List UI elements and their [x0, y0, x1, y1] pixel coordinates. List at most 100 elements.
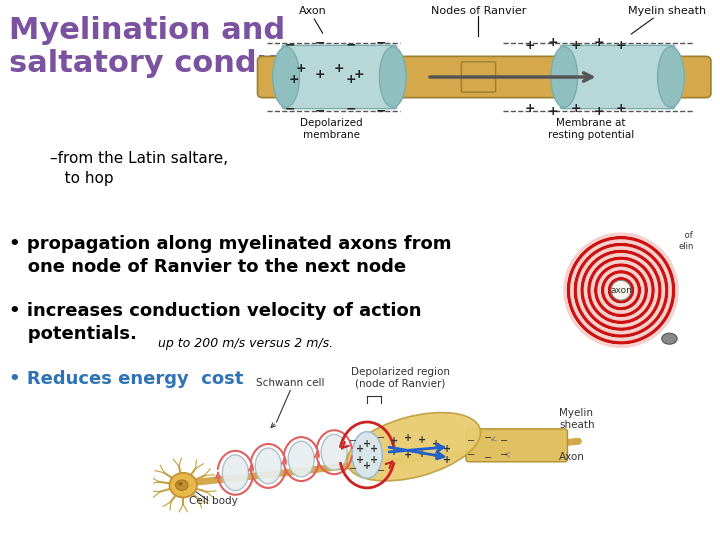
- Text: −: −: [284, 39, 295, 52]
- Text: −: −: [467, 450, 475, 460]
- Polygon shape: [600, 270, 642, 310]
- Text: −: −: [484, 434, 492, 443]
- Polygon shape: [608, 277, 634, 303]
- Polygon shape: [563, 232, 679, 348]
- Text: Myelin sheath: Myelin sheath: [628, 5, 706, 16]
- Ellipse shape: [662, 333, 677, 344]
- Text: of: of: [682, 231, 693, 240]
- Text: up to 200 m/s versus 2 m/s.: up to 200 m/s versus 2 m/s.: [158, 338, 333, 350]
- Text: −: −: [377, 434, 385, 443]
- FancyBboxPatch shape: [282, 45, 397, 109]
- Polygon shape: [573, 242, 669, 338]
- Polygon shape: [584, 253, 658, 328]
- Text: +: +: [390, 447, 399, 457]
- Text: Myelination and
saltatory conduction: Myelination and saltatory conduction: [9, 16, 364, 78]
- Ellipse shape: [288, 441, 314, 477]
- Text: −: −: [346, 39, 356, 52]
- FancyBboxPatch shape: [466, 429, 567, 462]
- Ellipse shape: [657, 46, 684, 107]
- FancyBboxPatch shape: [560, 45, 675, 109]
- Text: axon: axon: [610, 286, 632, 295]
- FancyBboxPatch shape: [462, 62, 495, 92]
- Text: +: +: [432, 439, 440, 449]
- Text: −: −: [349, 464, 357, 474]
- Polygon shape: [594, 263, 648, 318]
- Polygon shape: [570, 239, 672, 341]
- Text: −: −: [315, 36, 325, 49]
- Text: Axon: Axon: [559, 453, 585, 462]
- Text: +: +: [525, 39, 535, 52]
- Text: −: −: [315, 105, 325, 118]
- Polygon shape: [577, 246, 665, 334]
- Circle shape: [611, 280, 631, 300]
- Text: Schwann cell: Schwann cell: [256, 379, 325, 388]
- Text: +: +: [404, 434, 413, 443]
- Text: +: +: [432, 451, 440, 461]
- Ellipse shape: [169, 473, 197, 497]
- Text: −: −: [346, 102, 356, 115]
- Text: +: +: [353, 68, 364, 81]
- Text: Axon: Axon: [299, 5, 327, 16]
- Text: Depolarized
membrane: Depolarized membrane: [300, 118, 363, 140]
- Text: −: −: [376, 36, 387, 49]
- Text: Cell body: Cell body: [189, 496, 238, 507]
- Ellipse shape: [347, 413, 480, 481]
- Polygon shape: [604, 273, 638, 307]
- Polygon shape: [580, 249, 662, 331]
- Ellipse shape: [379, 46, 406, 107]
- FancyBboxPatch shape: [258, 56, 711, 98]
- Text: +: +: [356, 444, 364, 455]
- Text: +: +: [404, 450, 413, 460]
- Text: −: −: [284, 102, 295, 115]
- Text: +: +: [390, 436, 399, 446]
- Text: +: +: [363, 439, 372, 449]
- Text: −: −: [467, 436, 475, 446]
- Text: Membrane at
resting potential: Membrane at resting potential: [548, 118, 634, 140]
- Text: −: −: [349, 436, 357, 446]
- Text: +: +: [616, 39, 626, 52]
- Text: +: +: [443, 444, 451, 455]
- Polygon shape: [587, 256, 655, 324]
- Ellipse shape: [321, 434, 347, 470]
- Ellipse shape: [256, 448, 282, 484]
- Text: −: −: [500, 450, 508, 460]
- Text: −: −: [377, 467, 385, 476]
- Ellipse shape: [176, 480, 188, 490]
- Text: +: +: [570, 39, 581, 52]
- Text: +: +: [547, 105, 558, 118]
- Text: −: −: [376, 105, 387, 118]
- Text: +: +: [346, 73, 356, 86]
- Text: +: +: [370, 444, 378, 455]
- Text: +: +: [418, 435, 426, 445]
- Text: +: +: [443, 455, 451, 465]
- Text: +: +: [356, 455, 364, 465]
- Text: +: +: [296, 62, 307, 75]
- Text: +: +: [315, 68, 325, 81]
- Text: Myelin
sheath: Myelin sheath: [559, 408, 595, 429]
- Text: +: +: [370, 455, 378, 465]
- Text: +: +: [616, 102, 626, 115]
- Ellipse shape: [352, 431, 382, 478]
- Text: +: +: [289, 73, 299, 86]
- Polygon shape: [590, 260, 652, 321]
- Text: +: +: [593, 105, 604, 118]
- Text: +: +: [525, 102, 535, 115]
- Text: • increases conduction velocity of action
   potentials.: • increases conduction velocity of actio…: [9, 302, 421, 343]
- Polygon shape: [598, 267, 644, 314]
- Text: −: −: [484, 453, 492, 463]
- Ellipse shape: [222, 455, 248, 491]
- Text: −: −: [500, 436, 508, 446]
- Text: +: +: [418, 449, 426, 458]
- Ellipse shape: [551, 46, 577, 107]
- Text: • propagation along myelinated axons from
   one node of Ranvier to the next nod: • propagation along myelinated axons fro…: [9, 235, 451, 276]
- Text: elin: elin: [679, 242, 694, 251]
- Text: +: +: [570, 102, 581, 115]
- Text: +: +: [363, 461, 372, 471]
- Text: +: +: [334, 62, 345, 75]
- Text: +: +: [547, 36, 558, 49]
- Text: +: +: [593, 36, 604, 49]
- Ellipse shape: [179, 482, 182, 485]
- Text: Nodes of Ranvier: Nodes of Ranvier: [431, 5, 526, 16]
- Ellipse shape: [273, 46, 300, 107]
- Text: • Reduces energy  cost: • Reduces energy cost: [9, 370, 243, 388]
